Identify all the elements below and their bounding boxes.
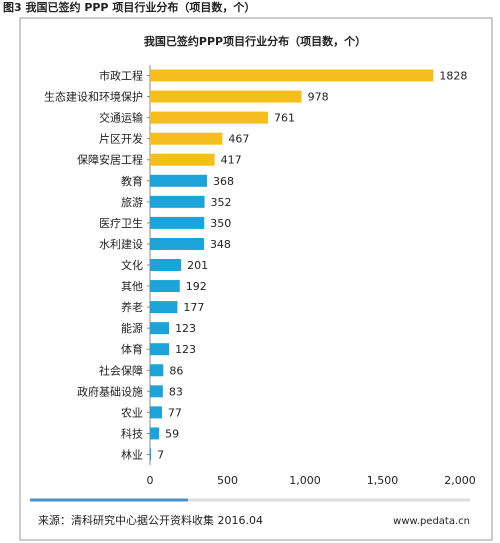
value-label: 978 <box>308 91 329 104</box>
y-tick-label: 旅游 <box>121 195 143 209</box>
y-tick-label: 社会保障 <box>99 363 143 377</box>
value-label: 467 <box>228 133 249 146</box>
x-tick-label: 1,000 <box>289 474 321 487</box>
bar <box>150 195 205 208</box>
y-tick-label: 科技 <box>121 426 143 440</box>
y-tick-label: 市政工程 <box>99 69 143 83</box>
value-label: 7 <box>157 448 164 461</box>
chart-title: 我国已签约PPP项目行业分布（项目数，个） <box>144 34 366 48</box>
value-label: 348 <box>210 238 231 251</box>
value-label: 192 <box>186 280 207 293</box>
value-label: 201 <box>187 259 208 272</box>
y-tick-label: 片区开发 <box>99 132 143 146</box>
bar <box>150 322 170 335</box>
bar <box>150 69 434 82</box>
bar <box>150 301 178 314</box>
value-label: 368 <box>213 175 234 188</box>
y-tick-label: 教育 <box>121 174 143 188</box>
bar <box>150 343 170 356</box>
value-label: 352 <box>211 196 232 209</box>
bar <box>150 174 208 187</box>
y-tick-label: 养老 <box>121 300 143 314</box>
bar <box>150 132 223 145</box>
y-tick-label: 医疗卫生 <box>99 216 143 230</box>
source: 来源：清科研究中心据公开资料收集 2016.04 <box>38 513 263 527</box>
bar <box>150 364 164 377</box>
bar <box>150 280 180 293</box>
value-label: 77 <box>168 406 182 419</box>
bar <box>150 406 162 419</box>
frame <box>19 17 493 541</box>
value-label: 123 <box>175 343 196 356</box>
y-tick-label: 农业 <box>121 405 143 419</box>
y-tick-label: 其他 <box>121 280 143 293</box>
bar <box>150 153 215 166</box>
value-label: 177 <box>183 301 204 314</box>
y-tick-label: 交通运输 <box>99 111 143 125</box>
bar <box>150 237 204 250</box>
value-label: 350 <box>210 217 231 230</box>
bar <box>150 259 182 271</box>
value-label: 86 <box>169 364 183 377</box>
bar <box>150 385 163 398</box>
bar <box>150 111 268 124</box>
x-tick-label: 500 <box>217 474 238 487</box>
y-tick-label: 政府基础设施 <box>77 384 143 398</box>
y-tick-label: 生态建设和环境保护 <box>44 90 143 104</box>
bar <box>150 90 302 103</box>
y-tick-label: 能源 <box>121 321 143 335</box>
y-tick-label: 林业 <box>121 447 143 461</box>
website: www.pedata.cn <box>393 516 470 527</box>
value-label: 59 <box>165 427 179 440</box>
value-label: 1828 <box>439 70 467 83</box>
bar <box>150 216 205 229</box>
x-tick-label: 2,000 <box>444 474 476 487</box>
bar <box>150 427 160 440</box>
y-tick-label: 文化 <box>121 258 143 272</box>
bar <box>150 448 152 461</box>
x-tick-label: 0 <box>147 474 154 487</box>
y-tick-label: 水利建设 <box>99 237 143 251</box>
x-tick-label: 1,500 <box>367 474 399 487</box>
caption: 图3 我国已签约 PPP 项目行业分布（项目数，个） <box>3 0 255 14</box>
value-label: 123 <box>175 322 196 335</box>
value-label: 417 <box>221 154 242 167</box>
value-label: 83 <box>169 385 183 398</box>
y-tick-label: 体育 <box>121 342 143 356</box>
y-tick-label: 保障安居工程 <box>77 153 143 167</box>
value-label: 761 <box>274 112 295 125</box>
